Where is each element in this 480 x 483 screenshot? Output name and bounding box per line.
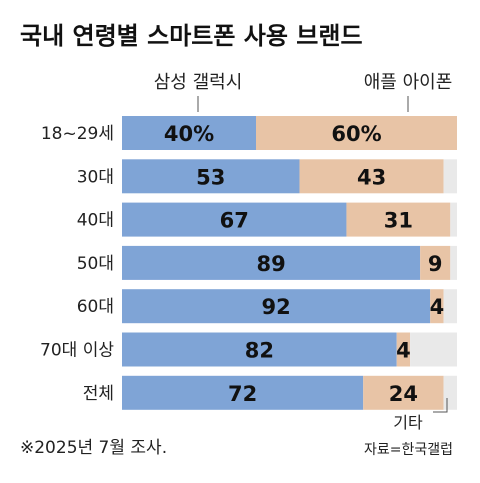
bar-segment [122,202,347,237]
data-label: 60% [331,122,381,146]
footnote: ※2025년 7월 조사. [20,438,167,458]
data-label: 89 [256,252,285,276]
bar-segment [122,245,421,280]
data-label: 72 [228,382,257,406]
bar-segment [430,289,444,324]
bar-segment [122,289,431,324]
bar-segment [346,202,451,237]
bar-segment [410,332,457,367]
source: 자료=한국갤럽 [364,442,453,458]
bar-segment [122,116,256,150]
category-label: 50대 [77,254,114,274]
data-label: 82 [245,339,274,363]
bar-segment [122,332,397,367]
data-label: 92 [261,295,290,319]
bar-segment [450,202,457,237]
legend-iphone: 애플 아이폰 [364,72,453,93]
category-label: 30대 [77,167,114,187]
bar-segment [256,116,457,150]
category-label: 70대 이상 [40,341,114,361]
bar-segment [443,375,457,410]
bar-segment [299,159,444,194]
data-label: 24 [389,382,418,406]
chart-title: 국내 연령별 스마트폰 사용 브랜드 [20,22,363,50]
data-label: 4 [430,295,445,319]
data-label: 53 [196,165,225,189]
bar-segment [363,375,444,410]
legend-galaxy: 삼성 갤럭시 [154,72,243,93]
data-label: 67 [220,209,249,233]
bar-segment [396,332,411,367]
category-label: 40대 [77,211,114,231]
legend-other-leader [433,398,448,413]
bar-segment [443,159,457,194]
data-label: 40% [164,122,214,146]
bar-segment [122,159,300,194]
data-label: 9 [428,252,443,276]
bar-segment [122,375,364,410]
category-label: 18~29세 [41,124,114,144]
data-label: 43 [357,165,386,189]
category-label: 전체 [83,384,114,404]
bars: 18~29세 40% 60% 30대 53 43 40대 67 31 50대 89 9 60대 92 4 70… [40,116,457,410]
data-label: 4 [396,339,411,363]
legend-other: 기타 [393,413,423,432]
category-label: 60대 [77,297,114,317]
bar-segment [450,245,457,280]
data-label: 31 [384,209,413,233]
bar-segment [443,289,457,324]
bar-segment [420,245,451,280]
